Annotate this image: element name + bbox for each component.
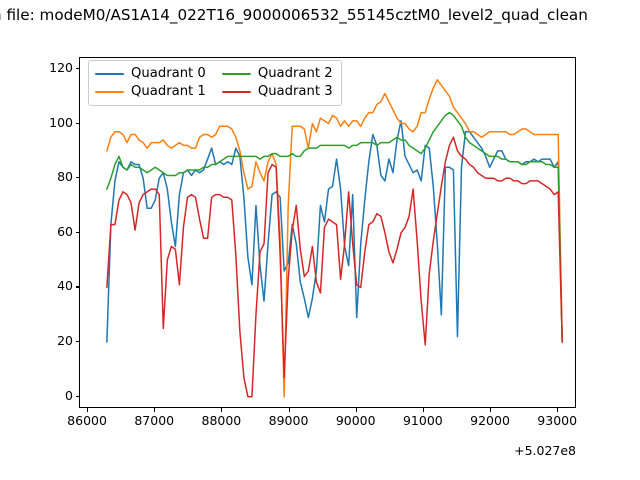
legend-label: Quadrant 0 <box>131 66 206 81</box>
x-tick-label: 87000 <box>134 413 175 428</box>
series-line <box>106 136 563 398</box>
x-tick-mark <box>154 408 156 412</box>
x-tick-mark <box>355 408 357 412</box>
legend-grid: Quadrant 0 Quadrant 1 Quadrant 2 Quadrant 3 <box>95 66 333 100</box>
legend-entry: Quadrant 3 <box>221 84 333 100</box>
legend-color-swatch <box>221 72 251 76</box>
plot-axes <box>79 57 576 408</box>
y-tick-mark <box>75 286 79 288</box>
x-axis-offset-label: +5.027e8 <box>514 443 576 458</box>
legend-label: Quadrant 3 <box>257 84 333 99</box>
y-tick-label: 40 <box>57 278 73 294</box>
x-tick-label: 86000 <box>67 413 107 428</box>
legend-color-swatch <box>221 90 251 94</box>
y-tick-label: 0 <box>65 387 73 403</box>
x-tick-mark <box>490 408 492 412</box>
y-tick-mark <box>75 395 79 397</box>
x-tick-label: 89000 <box>268 413 309 428</box>
y-tick-mark <box>75 177 79 179</box>
x-tick-label: 90000 <box>335 413 376 428</box>
y-tick-mark <box>75 67 79 70</box>
x-tick-mark <box>422 408 424 412</box>
legend-entry: Quadrant 1 <box>95 84 206 100</box>
series-line <box>106 111 563 343</box>
x-tick-mark <box>87 408 89 412</box>
y-tick-label: 100 <box>49 114 73 130</box>
x-tick-label: 93000 <box>537 413 578 428</box>
legend: Quadrant 0 Quadrant 1 Quadrant 2 Quadrant 3 <box>88 60 342 106</box>
chart-title-clip: n file: modeM0/AS1A14_022T16_9000006532_… <box>0 0 640 30</box>
y-tick-mark <box>75 122 79 124</box>
x-tick-label: 92000 <box>470 413 510 428</box>
x-tick-mark <box>221 408 223 412</box>
plot-lines <box>106 79 563 398</box>
y-tick-mark <box>75 231 79 233</box>
x-tick-label: 91000 <box>402 413 443 428</box>
x-tick-mark <box>288 408 290 412</box>
legend-entry: Quadrant 0 <box>95 66 206 82</box>
legend-color-swatch <box>95 90 124 94</box>
y-tick-label: 20 <box>57 332 73 348</box>
y-tick-label: 120 <box>49 59 73 75</box>
legend-entry: Quadrant 2 <box>221 66 333 82</box>
x-tick-label: 88000 <box>201 413 242 428</box>
legend-label: Quadrant 1 <box>131 84 206 99</box>
x-tick-mark <box>557 408 559 412</box>
series-line <box>106 79 563 398</box>
legend-color-swatch <box>95 72 124 76</box>
y-tick-mark <box>75 341 79 343</box>
chart-title: n file: modeM0/AS1A14_022T16_9000006532_… <box>0 6 588 24</box>
series-line <box>106 120 563 343</box>
y-tick-label: 60 <box>57 223 73 239</box>
y-tick-label: 80 <box>57 168 73 184</box>
legend-label: Quadrant 2 <box>257 66 333 81</box>
